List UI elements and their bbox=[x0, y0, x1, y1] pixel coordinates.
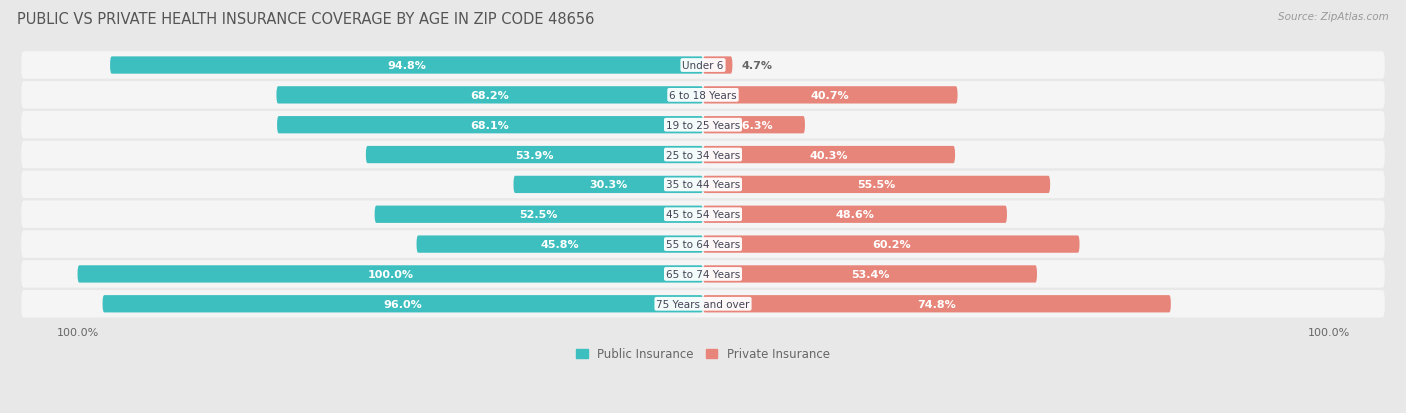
FancyBboxPatch shape bbox=[703, 295, 1171, 313]
Text: Source: ZipAtlas.com: Source: ZipAtlas.com bbox=[1278, 12, 1389, 22]
FancyBboxPatch shape bbox=[110, 57, 703, 74]
Legend: Public Insurance, Private Insurance: Public Insurance, Private Insurance bbox=[571, 343, 835, 366]
FancyBboxPatch shape bbox=[416, 236, 703, 253]
FancyBboxPatch shape bbox=[703, 206, 1007, 223]
Text: 55 to 64 Years: 55 to 64 Years bbox=[666, 240, 740, 249]
FancyBboxPatch shape bbox=[374, 206, 703, 223]
FancyBboxPatch shape bbox=[21, 290, 1385, 318]
FancyBboxPatch shape bbox=[21, 112, 1385, 139]
FancyBboxPatch shape bbox=[21, 231, 1385, 258]
Text: 75 Years and over: 75 Years and over bbox=[657, 299, 749, 309]
FancyBboxPatch shape bbox=[21, 82, 1385, 109]
FancyBboxPatch shape bbox=[703, 236, 1080, 253]
Text: 30.3%: 30.3% bbox=[589, 180, 627, 190]
Text: 25 to 34 Years: 25 to 34 Years bbox=[666, 150, 740, 160]
FancyBboxPatch shape bbox=[77, 266, 703, 283]
Text: 94.8%: 94.8% bbox=[387, 61, 426, 71]
Text: 45.8%: 45.8% bbox=[540, 240, 579, 249]
Text: 4.7%: 4.7% bbox=[742, 61, 773, 71]
Text: 40.7%: 40.7% bbox=[811, 90, 849, 101]
Text: 35 to 44 Years: 35 to 44 Years bbox=[666, 180, 740, 190]
FancyBboxPatch shape bbox=[703, 147, 955, 164]
FancyBboxPatch shape bbox=[703, 176, 1050, 194]
Text: 68.2%: 68.2% bbox=[471, 90, 509, 101]
FancyBboxPatch shape bbox=[21, 142, 1385, 169]
Text: 68.1%: 68.1% bbox=[471, 121, 509, 131]
FancyBboxPatch shape bbox=[21, 201, 1385, 228]
Text: 65 to 74 Years: 65 to 74 Years bbox=[666, 269, 740, 279]
FancyBboxPatch shape bbox=[366, 147, 703, 164]
FancyBboxPatch shape bbox=[21, 52, 1385, 80]
FancyBboxPatch shape bbox=[703, 117, 806, 134]
FancyBboxPatch shape bbox=[703, 57, 733, 74]
FancyBboxPatch shape bbox=[703, 87, 957, 104]
FancyBboxPatch shape bbox=[21, 261, 1385, 288]
Text: 100.0%: 100.0% bbox=[367, 269, 413, 279]
Text: 74.8%: 74.8% bbox=[918, 299, 956, 309]
Text: 52.5%: 52.5% bbox=[520, 210, 558, 220]
Text: 55.5%: 55.5% bbox=[858, 180, 896, 190]
FancyBboxPatch shape bbox=[277, 117, 703, 134]
Text: 16.3%: 16.3% bbox=[735, 121, 773, 131]
Text: 19 to 25 Years: 19 to 25 Years bbox=[666, 121, 740, 131]
Text: 96.0%: 96.0% bbox=[384, 299, 422, 309]
FancyBboxPatch shape bbox=[103, 295, 703, 313]
FancyBboxPatch shape bbox=[21, 171, 1385, 199]
Text: 53.9%: 53.9% bbox=[515, 150, 554, 160]
Text: 40.3%: 40.3% bbox=[810, 150, 848, 160]
Text: 48.6%: 48.6% bbox=[835, 210, 875, 220]
Text: Under 6: Under 6 bbox=[682, 61, 724, 71]
Text: 6 to 18 Years: 6 to 18 Years bbox=[669, 90, 737, 101]
FancyBboxPatch shape bbox=[513, 176, 703, 194]
Text: 53.4%: 53.4% bbox=[851, 269, 889, 279]
FancyBboxPatch shape bbox=[277, 87, 703, 104]
Text: 45 to 54 Years: 45 to 54 Years bbox=[666, 210, 740, 220]
Text: 60.2%: 60.2% bbox=[872, 240, 911, 249]
FancyBboxPatch shape bbox=[703, 266, 1038, 283]
Text: PUBLIC VS PRIVATE HEALTH INSURANCE COVERAGE BY AGE IN ZIP CODE 48656: PUBLIC VS PRIVATE HEALTH INSURANCE COVER… bbox=[17, 12, 595, 27]
